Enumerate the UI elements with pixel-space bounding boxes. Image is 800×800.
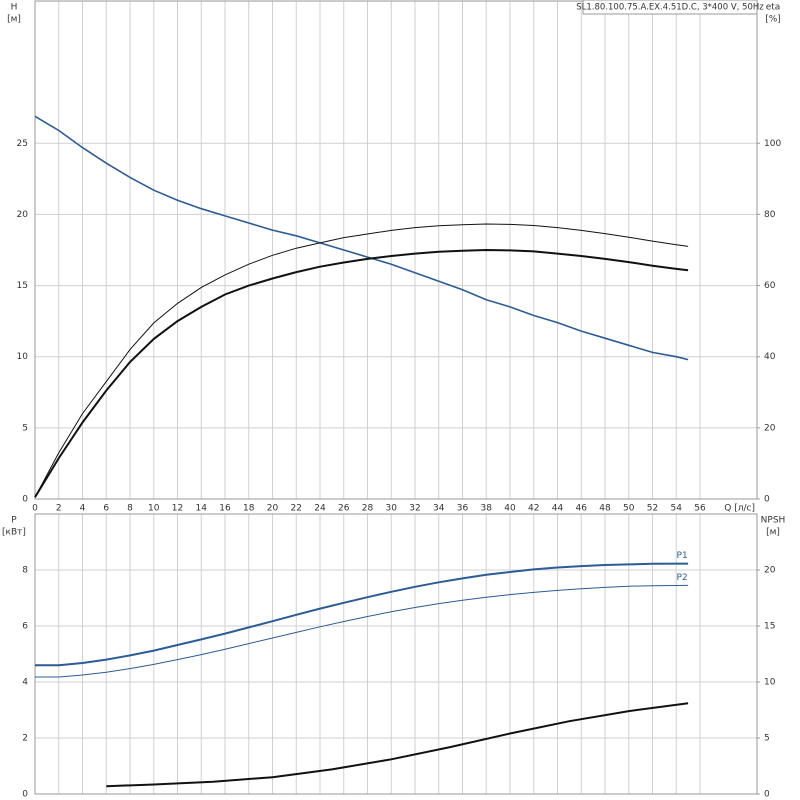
y-tick-label: 10 — [17, 352, 29, 362]
x-tick-label: 26 — [338, 504, 350, 514]
x-tick-label: 8 — [127, 504, 133, 514]
x-tick-label: 40 — [504, 504, 516, 514]
y2-tick-label: 20 — [764, 566, 776, 576]
x-tick-label: 28 — [362, 504, 374, 514]
y2-tick-label: 100 — [764, 139, 781, 149]
y-axis-label: P — [11, 516, 17, 526]
series-label: P1 — [677, 551, 688, 561]
x-tick-label: 6 — [103, 504, 109, 514]
y2-tick-label: 0 — [764, 790, 770, 800]
series-line — [35, 584, 689, 678]
x-tick-label: 18 — [243, 504, 255, 514]
y-axis-unit: [кВт] — [2, 528, 26, 538]
y2-tick-label: 5 — [764, 734, 770, 744]
title-box — [582, 0, 758, 15]
series-line — [106, 702, 689, 788]
series-line — [35, 562, 689, 667]
x-tick-label: 20 — [267, 504, 279, 514]
x-tick-label: 16 — [219, 504, 231, 514]
y2-axis-label: NPSH — [761, 516, 786, 526]
x-tick-label: 38 — [481, 504, 493, 514]
y2-tick-label: 40 — [764, 352, 776, 362]
x-tick-label: 2 — [56, 504, 62, 514]
x-tick-label: 48 — [599, 504, 611, 514]
y-tick-label: 6 — [22, 622, 28, 632]
x-tick-label: 30 — [386, 504, 398, 514]
y2-tick-label: 0 — [764, 495, 770, 505]
x-tick-label: 34 — [433, 504, 445, 514]
x-tick-label: 0 — [32, 504, 38, 514]
y2-tick-label: 60 — [764, 281, 776, 291]
x-tick-label: 36 — [457, 504, 469, 514]
x-tick-label: 54 — [671, 504, 683, 514]
y-tick-label: 4 — [22, 678, 28, 688]
series-line — [34, 223, 689, 498]
y2-axis-unit: [м] — [766, 528, 780, 538]
plot-frame — [34, 513, 758, 795]
y-tick-label: 2 — [22, 734, 28, 744]
y-axis-unit: [м] — [7, 15, 21, 25]
x-tick-label: 46 — [576, 504, 588, 514]
x-tick-label: 50 — [623, 504, 635, 514]
x-tick-label: 4 — [80, 504, 86, 514]
y-tick-label: 0 — [22, 790, 28, 800]
chart-title: SL1.80.100.75.A.EX.4.51D.C, 3*400 V, 50H… — [576, 3, 764, 13]
y-tick-label: 5 — [22, 423, 28, 433]
x-tick-label: 52 — [647, 504, 658, 514]
y2-axis-unit: [%] — [765, 15, 781, 25]
y2-tick-label: 20 — [764, 423, 776, 433]
y-tick-label: 0 — [22, 495, 28, 505]
y-tick-label: 20 — [17, 210, 29, 220]
series-line — [34, 248, 689, 498]
x-tick-label: 22 — [291, 504, 302, 514]
x-tick-label: 42 — [528, 504, 539, 514]
x-tick-label: 12 — [172, 504, 183, 514]
x-tick-label: 56 — [694, 504, 706, 514]
x-tick-label: 14 — [196, 504, 208, 514]
y-tick-label: 25 — [17, 139, 28, 149]
series-label: P2 — [677, 573, 688, 583]
y-axis-label: H — [11, 3, 18, 13]
y2-tick-label: 15 — [764, 622, 775, 632]
y2-tick-label: 80 — [764, 210, 776, 220]
y-tick-label: 15 — [17, 281, 28, 291]
x-tick-label: 32 — [409, 504, 420, 514]
y-tick-label: 8 — [22, 566, 28, 576]
y2-tick-label: 10 — [764, 678, 776, 688]
y2-axis-label: eta — [766, 3, 781, 13]
x-tick-label: 24 — [314, 504, 326, 514]
x-tick-label: 10 — [148, 504, 160, 514]
x-axis-label: Q [л/с] — [724, 504, 755, 514]
series-line — [34, 115, 689, 361]
plot-frame — [34, 0, 758, 500]
x-tick-label: 44 — [552, 504, 564, 514]
